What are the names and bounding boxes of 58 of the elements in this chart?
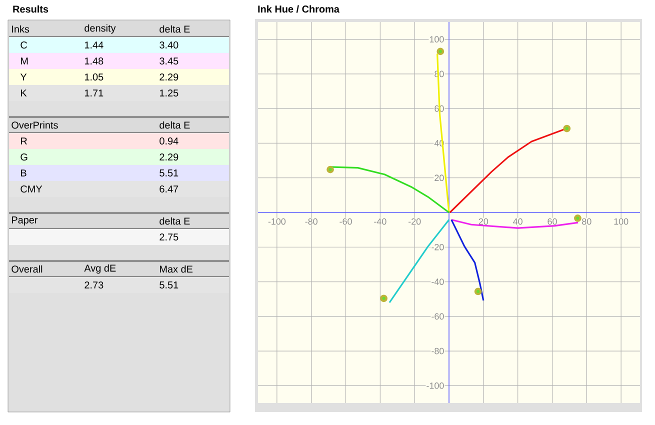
point	[436, 48, 444, 56]
x-tick-label: -100	[268, 218, 286, 225]
x-tick-label: 60	[548, 218, 557, 225]
y-tick-label: 100	[430, 36, 444, 42]
x-tick-label: -60	[340, 218, 352, 225]
text: 3.40	[160, 41, 178, 49]
text: delta E	[160, 25, 190, 33]
x-tick-label: -80	[305, 218, 318, 225]
text: C	[20, 41, 28, 49]
text: density	[84, 24, 116, 34]
text: Overall	[12, 265, 42, 273]
text: 1.05	[84, 73, 104, 81]
text: 0.94	[160, 137, 178, 145]
text: R	[21, 138, 27, 144]
text: 2.73	[84, 281, 104, 289]
point	[574, 214, 582, 222]
text: 1.44	[84, 42, 104, 48]
text: 5.51	[160, 170, 178, 176]
text: Y	[20, 74, 27, 80]
chart-title: Ink Hue / Chroma	[258, 5, 340, 13]
text: 2.29	[160, 153, 178, 161]
text: CMY	[20, 185, 42, 193]
text: delta E	[160, 217, 190, 225]
text: 6.47	[160, 185, 178, 193]
y-tick-label: -80	[432, 348, 444, 354]
y-tick-label: -60	[432, 313, 444, 320]
y-tick-label: -100	[426, 382, 444, 389]
text: M	[21, 58, 28, 64]
x-tick-label: 40	[513, 218, 522, 225]
text: Avg dE	[84, 264, 116, 274]
x-tick-label: -20	[408, 218, 421, 225]
text: 1.48	[84, 57, 104, 65]
text: Results	[13, 5, 48, 13]
text: B	[21, 170, 26, 176]
y-tick-label: -40	[432, 278, 444, 285]
x-tick-label: 20	[478, 218, 488, 225]
point	[563, 124, 571, 132]
text: 1.71	[84, 90, 104, 96]
text: 2.75	[160, 233, 178, 241]
point	[380, 294, 388, 302]
point	[326, 166, 334, 174]
text: Paper	[12, 216, 38, 226]
point	[474, 288, 482, 296]
text: 5.51	[160, 282, 178, 288]
text: K	[21, 90, 27, 96]
text: G	[20, 153, 28, 161]
text: 3.45	[160, 57, 178, 65]
x-tick-label: 100	[614, 218, 628, 225]
x-tick-label: -40	[374, 218, 386, 225]
text: Max dE	[160, 265, 193, 273]
text: Inks	[12, 25, 30, 33]
x-tick-label: 80	[582, 218, 592, 225]
text: delta E	[160, 121, 190, 129]
y-tick-label: -20	[432, 244, 444, 250]
text: 2.29	[160, 73, 178, 81]
y-tick-label: 20	[434, 174, 444, 182]
text: OverPrints	[12, 121, 58, 129]
text: 1.25	[160, 89, 178, 97]
